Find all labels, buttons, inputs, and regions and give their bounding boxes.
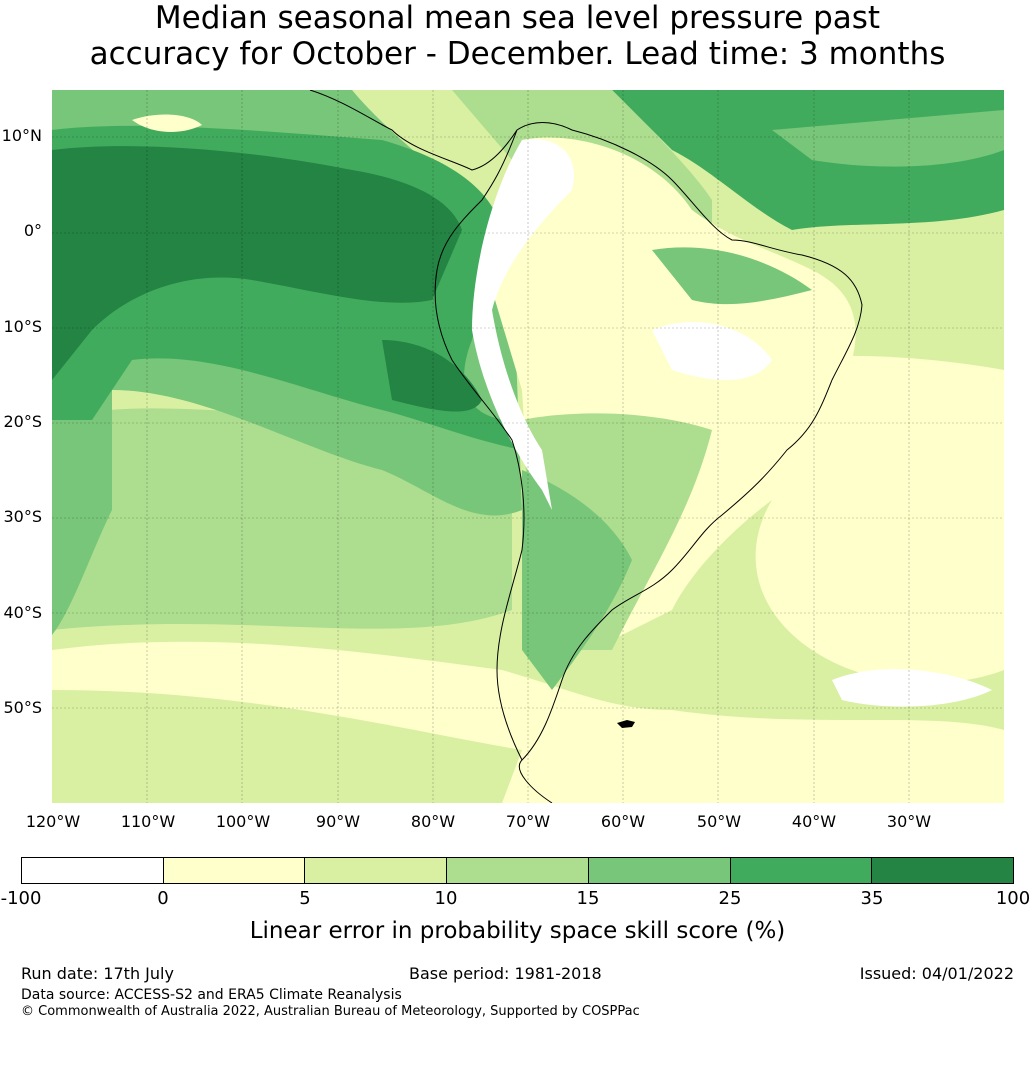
graticule: [52, 90, 1004, 803]
lon-label-120w: 120°W: [25, 812, 81, 831]
field-15-25-andes: [522, 470, 632, 690]
lat-label-40s: 40°S: [3, 603, 42, 622]
copyright-credit: © Commonwealth of Australia 2022, Austra…: [21, 1004, 640, 1019]
colorbar-tick-0: 0: [157, 888, 169, 909]
lon-label-110w: 110°W: [120, 812, 176, 831]
colorbar-tick-10: 10: [434, 888, 458, 909]
colorbar-segment-2: [305, 858, 448, 883]
colorbar-segment-4: [588, 858, 731, 883]
falkland-islands: [617, 720, 635, 728]
colorbar-segment-1: [163, 858, 306, 883]
title-line-1: Median seasonal mean sea level pressure …: [154, 0, 881, 36]
colorbar-tick-5: 5: [299, 888, 311, 909]
lat-label-10n: 10°N: [1, 126, 42, 145]
lon-label-30w: 30°W: [886, 812, 932, 831]
lat-label-30s: 30°S: [3, 507, 42, 526]
field-15-25-amazon-mouth: [652, 247, 812, 305]
lat-label-0: 0°: [23, 221, 42, 240]
colorbar-label: Linear error in probability space skill …: [249, 918, 786, 944]
colorbar: [21, 857, 1014, 884]
colorbar-tick-15: 15: [576, 888, 600, 909]
field-0-5-north-pacific: [132, 114, 202, 132]
colorbar-segment-6: [872, 858, 1014, 883]
lon-label-90w: 90°W: [315, 812, 361, 831]
data-source: Data source: ACCESS-S2 and ERA5 Climate …: [21, 987, 402, 1003]
skill-map: [52, 90, 1004, 803]
lon-label-100w: 100°W: [215, 812, 271, 831]
run-date: Run date: 17th July: [21, 964, 174, 983]
field-neg-andes-coast: [472, 139, 574, 510]
lat-label-20s: 20°S: [3, 412, 42, 431]
colorbar-tick-neg100: -100: [0, 888, 42, 909]
lon-label-60w: 60°W: [600, 812, 646, 831]
base-period: Base period: 1981-2018: [409, 964, 602, 983]
lat-label-10s: 10°S: [3, 317, 42, 336]
colorbar-tick-35: 35: [860, 888, 884, 909]
field-15-25-atlantic: [772, 110, 1004, 167]
lat-label-50s: 50°S: [3, 698, 42, 717]
field-35-100-coast: [382, 340, 482, 412]
lon-label-70w: 70°W: [505, 812, 551, 831]
field-5-10-southwest: [52, 690, 522, 803]
colorbar-tick-100: 100: [995, 888, 1031, 909]
colorbar-segment-0: [22, 858, 164, 883]
lon-label-50w: 50°W: [696, 812, 742, 831]
lon-label-80w: 80°W: [410, 812, 456, 831]
field-neg-south-atlantic: [832, 669, 992, 707]
lon-label-40w: 40°W: [791, 812, 837, 831]
coastline: [309, 90, 863, 803]
chart-title: Median seasonal mean sea level pressure …: [0, 0, 1035, 72]
issued-date: Issued: 04/01/2022: [859, 964, 1014, 983]
colorbar-tick-25: 25: [718, 888, 742, 909]
field-35-100-pacific: [52, 146, 462, 380]
field-neg-interior: [652, 321, 772, 380]
colorbar-segment-5: [730, 858, 873, 883]
colorbar-segment-3: [447, 858, 589, 883]
field-0-5-east-atlantic: [755, 355, 1004, 684]
title-line-2: accuracy for October - December. Lead ti…: [89, 36, 946, 72]
